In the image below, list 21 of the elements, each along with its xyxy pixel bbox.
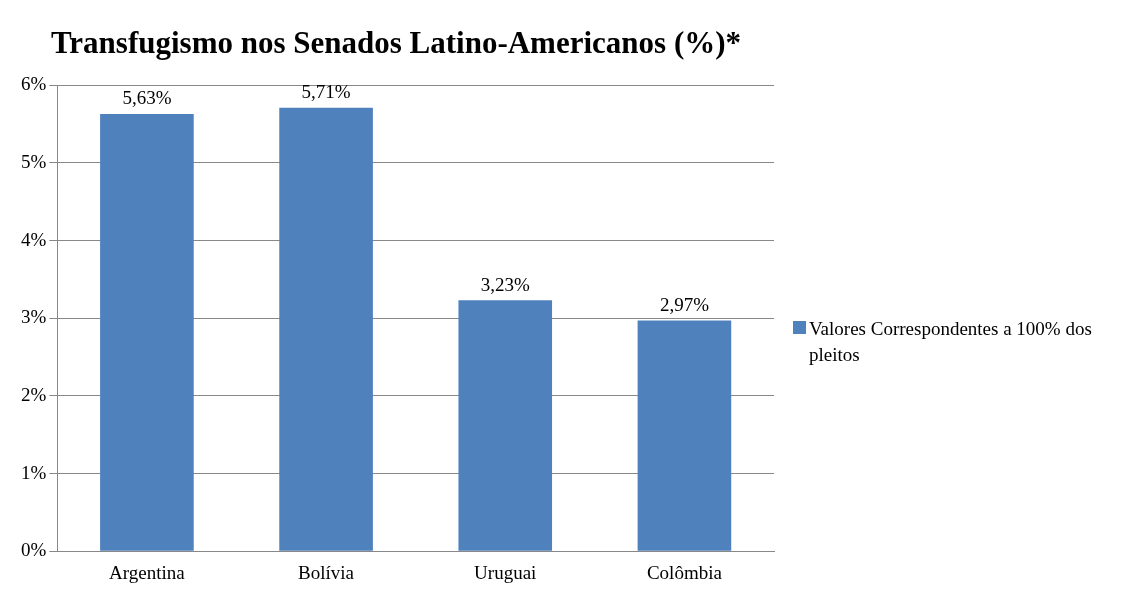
data-label: 2,97% bbox=[659, 294, 710, 316]
bar bbox=[637, 320, 732, 551]
y-tick-label: 2% bbox=[21, 383, 47, 405]
legend-label: Valores Correspondentes a 100% dos pleitos bbox=[809, 317, 1093, 367]
y-tick-label: 5% bbox=[21, 150, 47, 172]
x-tick-label: Bolívia bbox=[298, 561, 355, 583]
bar bbox=[279, 107, 373, 551]
chart-title: Transfugismo nos Senados Latino-Americanos (%)* bbox=[50, 24, 742, 60]
data-label: 5,71% bbox=[301, 81, 351, 103]
bar bbox=[458, 300, 553, 551]
data-label: 3,23% bbox=[480, 273, 530, 295]
x-tick-label: Uruguai bbox=[474, 561, 537, 583]
data-label: 5,63% bbox=[122, 87, 172, 109]
y-tick-label: 3% bbox=[21, 306, 47, 328]
y-tick-label: 0% bbox=[21, 539, 47, 561]
bar bbox=[100, 113, 194, 551]
y-tick-label: 4% bbox=[21, 228, 47, 250]
y-tick-label: 1% bbox=[21, 461, 47, 483]
x-tick-label: Argentina bbox=[109, 561, 186, 583]
y-tick-label: 6% bbox=[21, 73, 47, 95]
x-tick-label: Colômbia bbox=[646, 561, 723, 583]
